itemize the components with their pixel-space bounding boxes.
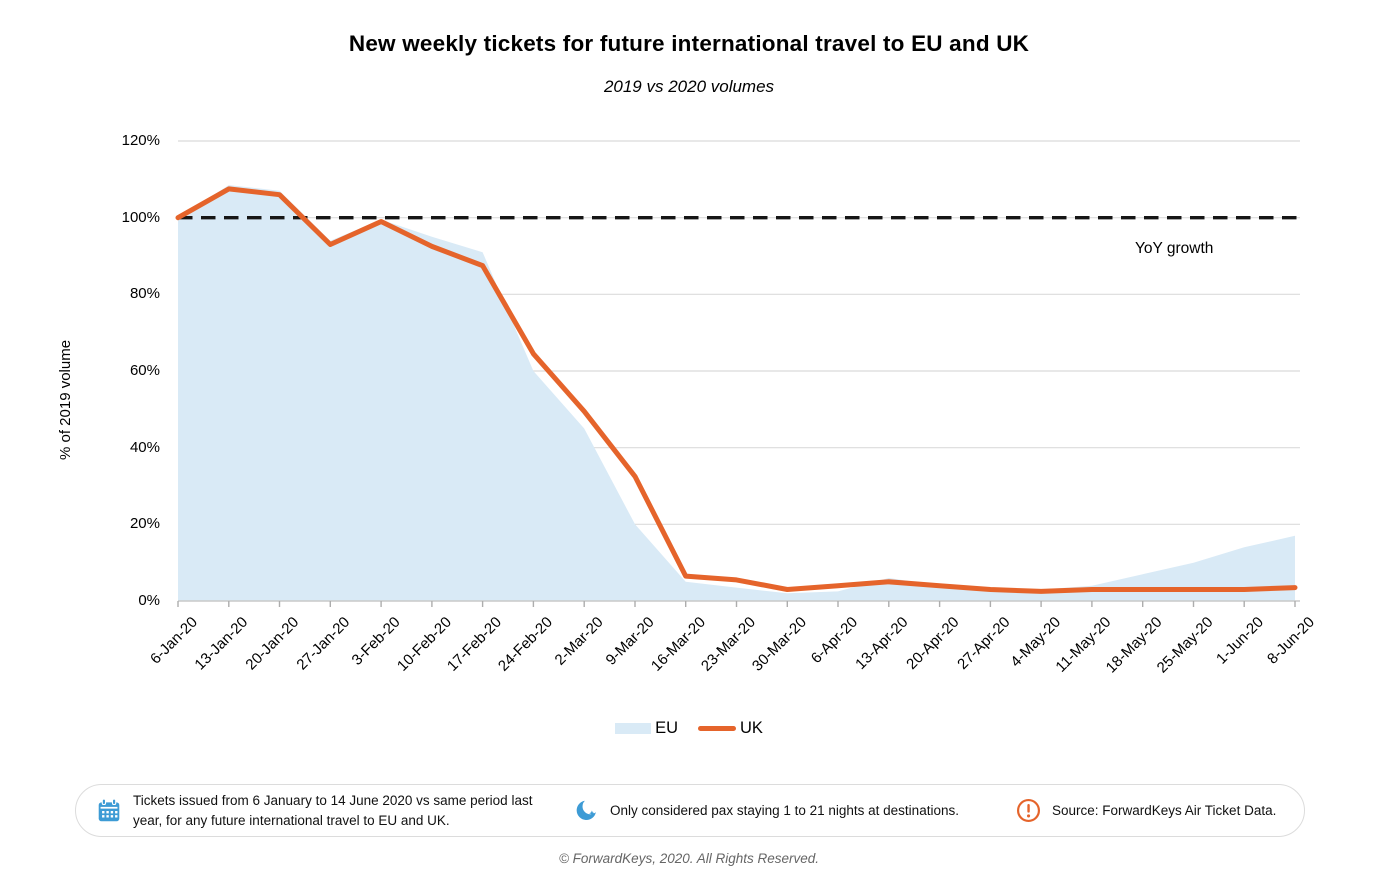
moon-icon [576, 800, 596, 820]
y-tick-label: 20% [129, 515, 160, 533]
x-tick-label: 1-Jun-20 [1213, 613, 1267, 668]
y-tick-label: 80% [129, 285, 160, 303]
x-tick-label: 2-Mar-20 [551, 613, 607, 669]
x-tick-label: 24-Feb-20 [495, 613, 557, 675]
calendar-icon [98, 798, 120, 821]
footnote-source-text: Source: ForwardKeys Air Ticket Data. [1052, 802, 1277, 818]
y-tick-label: 0% [138, 592, 160, 609]
uk-line-swatch [698, 726, 736, 731]
x-tick-label: 10-Feb-20 [393, 613, 455, 675]
uk-line [175, 186, 1298, 594]
x-tick-label: 20-Apr-20 [903, 613, 963, 673]
copyright: © ForwardKeys, 2020. All Rights Reserved… [558, 851, 820, 866]
page-subtitle: 2019 vs 2020 volumes [603, 77, 775, 96]
eu-area-swatch [615, 723, 652, 734]
x-tick-label: 13-Jan-20 [191, 613, 252, 674]
footnote-period: Tickets issued from 6 January to 14 June… [96, 785, 565, 836]
x-tick-label: 27-Apr-20 [953, 613, 1014, 673]
chart-plot [175, 140, 1300, 607]
chart-legend: EU UK [0, 719, 1378, 738]
alert-icon [1016, 798, 1041, 823]
x-tick-label: 13-Apr-20 [852, 613, 912, 673]
x-tick-label: 23-Mar-20 [698, 613, 760, 675]
x-tick-label: 30-Mar-20 [749, 613, 811, 675]
footnote-stay-text: Only considered pax staying 1 to 21 nigh… [610, 802, 959, 818]
x-tick-label: 27-Jan-20 [293, 613, 354, 674]
x-tick-label: 20-Jan-20 [242, 613, 303, 674]
legend-label-eu: EU [655, 719, 678, 737]
legend-label-uk: UK [740, 719, 763, 737]
x-tick-label: 17-Feb-20 [444, 613, 506, 675]
footnote-source: Source: ForwardKeys Air Ticket Data. [1016, 785, 1276, 836]
x-tick-label: 16-Mar-20 [647, 613, 709, 675]
y-tick-label: 120% [121, 132, 160, 149]
reference-line-label: YoY growth [1135, 240, 1214, 257]
y-tick-label: 40% [129, 438, 160, 456]
eu-area [178, 185, 1295, 601]
page-title: New weekly tickets for future internatio… [348, 31, 1030, 56]
y-tick-label: 100% [121, 208, 160, 226]
x-tick-label: 8-Jun-20 [1263, 613, 1318, 668]
footnote-stay: Only considered pax staying 1 to 21 nigh… [574, 785, 959, 836]
footnotes-bar: Tickets issued from 6 January to 14 June… [75, 784, 1305, 837]
y-tick-label: 60% [129, 362, 160, 379]
footnote-period-text: Tickets issued from 6 January to 14 June… [133, 792, 533, 828]
